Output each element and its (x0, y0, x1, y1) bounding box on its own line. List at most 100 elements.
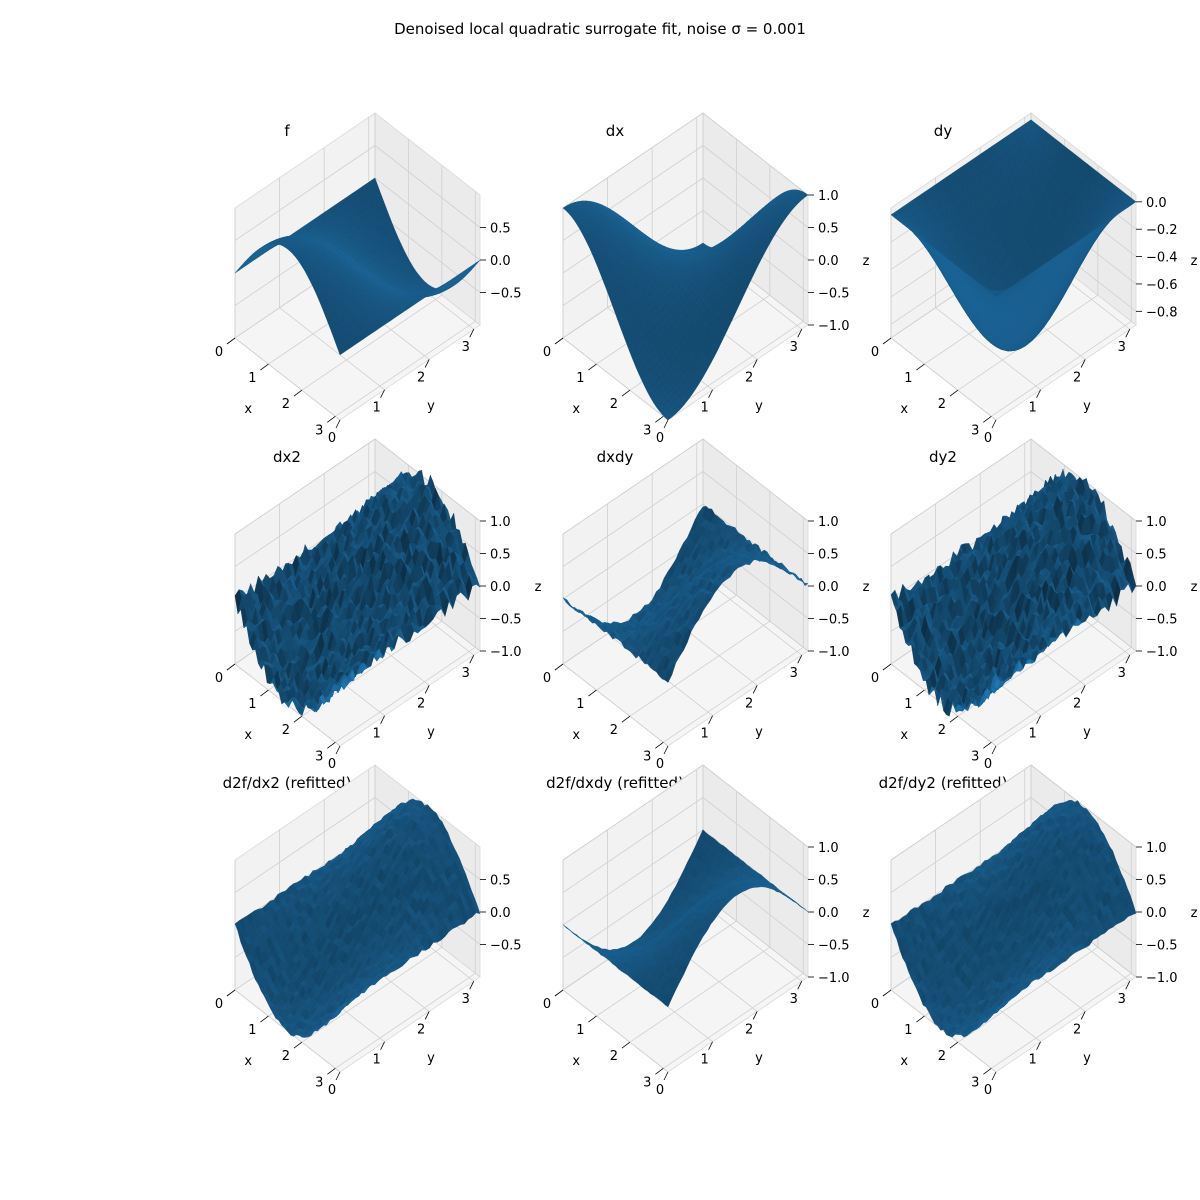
x-tick (554, 337, 564, 345)
y-tick-label: 2 (1073, 370, 1081, 385)
grid-line-x (335, 647, 476, 743)
x-tick-label: 0 (543, 345, 551, 360)
y-tick (1036, 389, 1041, 398)
x-tick-label: 0 (215, 345, 223, 360)
grid-line-x (991, 321, 1132, 417)
y-tick (663, 419, 669, 429)
figure-suptitle: Denoised local quadratic surrogate fit, … (394, 20, 806, 38)
grid-line-z (702, 145, 809, 228)
grid-line-x (301, 294, 443, 391)
y-axis-label: y (1083, 399, 1091, 414)
x-tick (949, 389, 959, 397)
x-tick-label: 3 (643, 423, 651, 438)
y-tick-label: 3 (1118, 340, 1126, 355)
y-tick-label: 2 (417, 370, 425, 385)
subplot-dy: dy 0 1 2 3 0 1 2 3 0.0 −0.2 −0.4 −0.6 −0.8 x y z (778, 112, 1198, 446)
y-tick-label: 1 (1028, 401, 1036, 416)
y-tick (380, 389, 385, 398)
y-tick (708, 389, 713, 398)
x-tick-label: 0 (871, 345, 879, 360)
y-tick (797, 329, 803, 338)
x-tick (293, 389, 303, 397)
x-tick (655, 416, 664, 423)
x-axis-label: x (244, 402, 252, 417)
grid-line-z (374, 145, 481, 228)
x-tick (983, 416, 992, 423)
y-axis-label: y (427, 399, 435, 414)
subplot-dx2: dx2 0 1 2 3 0 1 2 3 1.0 0.5 0.0 −0.5 −1.0 x y z (122, 438, 542, 772)
z-tick-label: −1.0 (818, 319, 850, 334)
x-axis-label: x (572, 402, 580, 417)
grid-line-z (374, 177, 481, 261)
grid-line-z (374, 438, 481, 522)
z-tick-label: −0.5 (818, 287, 850, 302)
x-tick (588, 363, 597, 371)
x-tick (260, 363, 269, 371)
grid-line-y (935, 307, 1041, 391)
y-tick-label: 3 (790, 340, 798, 355)
subplot-dx: dx 0 1 2 3 0 1 2 3 1.0 0.5 0.0 −0.5 −1.0 x y z (450, 112, 870, 446)
x-tick (882, 337, 892, 345)
surface (234, 177, 481, 356)
z-tick-label: 0.5 (490, 222, 511, 237)
z-tick-label: −0.4 (1146, 251, 1178, 266)
x-tick (916, 363, 925, 371)
grid-line-x (335, 321, 476, 417)
z-tick-label: −0.2 (1146, 223, 1178, 238)
surface (562, 189, 809, 421)
grid-line-z (234, 471, 376, 567)
y-tick-label: 1 (700, 401, 708, 416)
x-tick-label: 3 (315, 423, 323, 438)
y-axis-label: y (755, 399, 763, 414)
y-tick (335, 419, 341, 429)
x-tick (327, 416, 336, 423)
z-axis-label: z (1191, 254, 1198, 269)
grid-line-z (562, 112, 704, 209)
surface-facet (664, 414, 673, 421)
z-tick-label: 0.0 (1146, 196, 1167, 211)
y-tick-label: 0 (656, 431, 664, 446)
grid-line-y (562, 337, 669, 421)
z-tick-label: −0.5 (490, 287, 522, 302)
subplot-title: dy (933, 122, 953, 140)
x-tick (226, 337, 236, 345)
x-tick-label: 1 (576, 371, 584, 386)
y-tick (469, 329, 475, 338)
surface-facet (336, 343, 345, 356)
z-tick-label: −0.6 (1146, 278, 1178, 293)
y-tick (752, 359, 758, 368)
y-tick (1125, 329, 1131, 338)
y-tick-label: 1 (372, 401, 380, 416)
x-tick-label: 2 (610, 397, 618, 412)
y-tick-label: 3 (462, 340, 470, 355)
y-tick-label: 0 (984, 431, 992, 446)
z-tick-label: 1.0 (818, 189, 839, 204)
x-tick-label: 3 (971, 423, 979, 438)
y-tick (991, 419, 997, 429)
z-tick-label: 0.0 (490, 254, 511, 269)
grid-line-y (890, 337, 997, 421)
surface (890, 119, 1137, 352)
x-tick-label: 2 (282, 397, 290, 412)
grid-line-y (279, 307, 385, 391)
subplot-f: f 0 1 2 3 0 1 2 3 0.5 0.0 −0.5 x y (122, 112, 522, 446)
x-tick-label: 1 (248, 371, 256, 386)
surface-facet (992, 292, 1001, 298)
subplot-title: dx2 (273, 448, 301, 466)
y-tick-label: 0 (328, 431, 336, 446)
surface (234, 469, 481, 716)
z-tick-label: −0.8 (1146, 305, 1178, 320)
z-tick-label: 0.5 (818, 222, 839, 237)
grid-line-z (234, 145, 376, 241)
x-tick-label: 2 (938, 397, 946, 412)
grid-line-z (702, 112, 809, 196)
grid-line-z (234, 438, 376, 535)
